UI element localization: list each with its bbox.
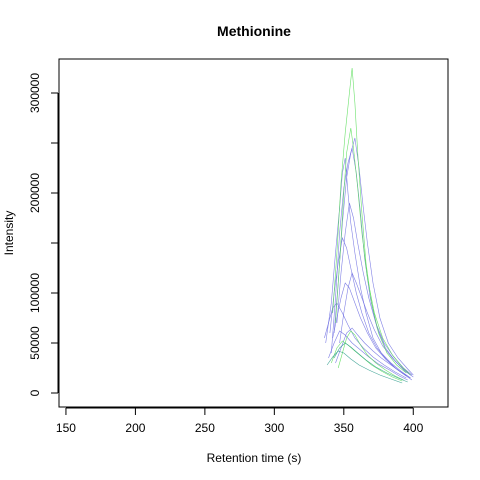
- x-tick-label: 250: [195, 421, 215, 435]
- y-tick-label: 300000: [28, 73, 42, 113]
- series-line-1: [325, 157, 411, 379]
- series-line-16: [326, 350, 403, 384]
- plot-area: [58, 58, 449, 408]
- y-axis-label: Intensity: [2, 211, 16, 256]
- x-tick-label: 150: [56, 421, 76, 435]
- series-line-3: [333, 137, 414, 376]
- y-tick-label: 200000: [28, 173, 42, 213]
- x-tick-label: 300: [264, 421, 284, 435]
- x-tick-label: 350: [334, 421, 354, 435]
- y-tick-label: 100000: [28, 273, 42, 313]
- series-line-7: [339, 272, 411, 376]
- series-line-15: [333, 342, 408, 383]
- x-axis: 150 200 250 300 350 400: [56, 407, 424, 435]
- y-tick-label: 0: [28, 389, 42, 396]
- y-tick-label: 50000: [28, 326, 42, 360]
- series-line-11: [332, 67, 407, 374]
- series-layer: [324, 67, 414, 384]
- chart-title: Methionine: [217, 23, 291, 39]
- x-tick-label: 200: [125, 421, 145, 435]
- x-tick-label: 400: [403, 421, 423, 435]
- x-axis-label: Retention time (s): [207, 451, 302, 465]
- series-line-12: [335, 127, 411, 376]
- series-line-9: [335, 327, 411, 379]
- y-axis: 0 50000 100000 200000 300000: [28, 73, 59, 396]
- series-line-10: [328, 330, 408, 381]
- series-line-2: [331, 147, 414, 378]
